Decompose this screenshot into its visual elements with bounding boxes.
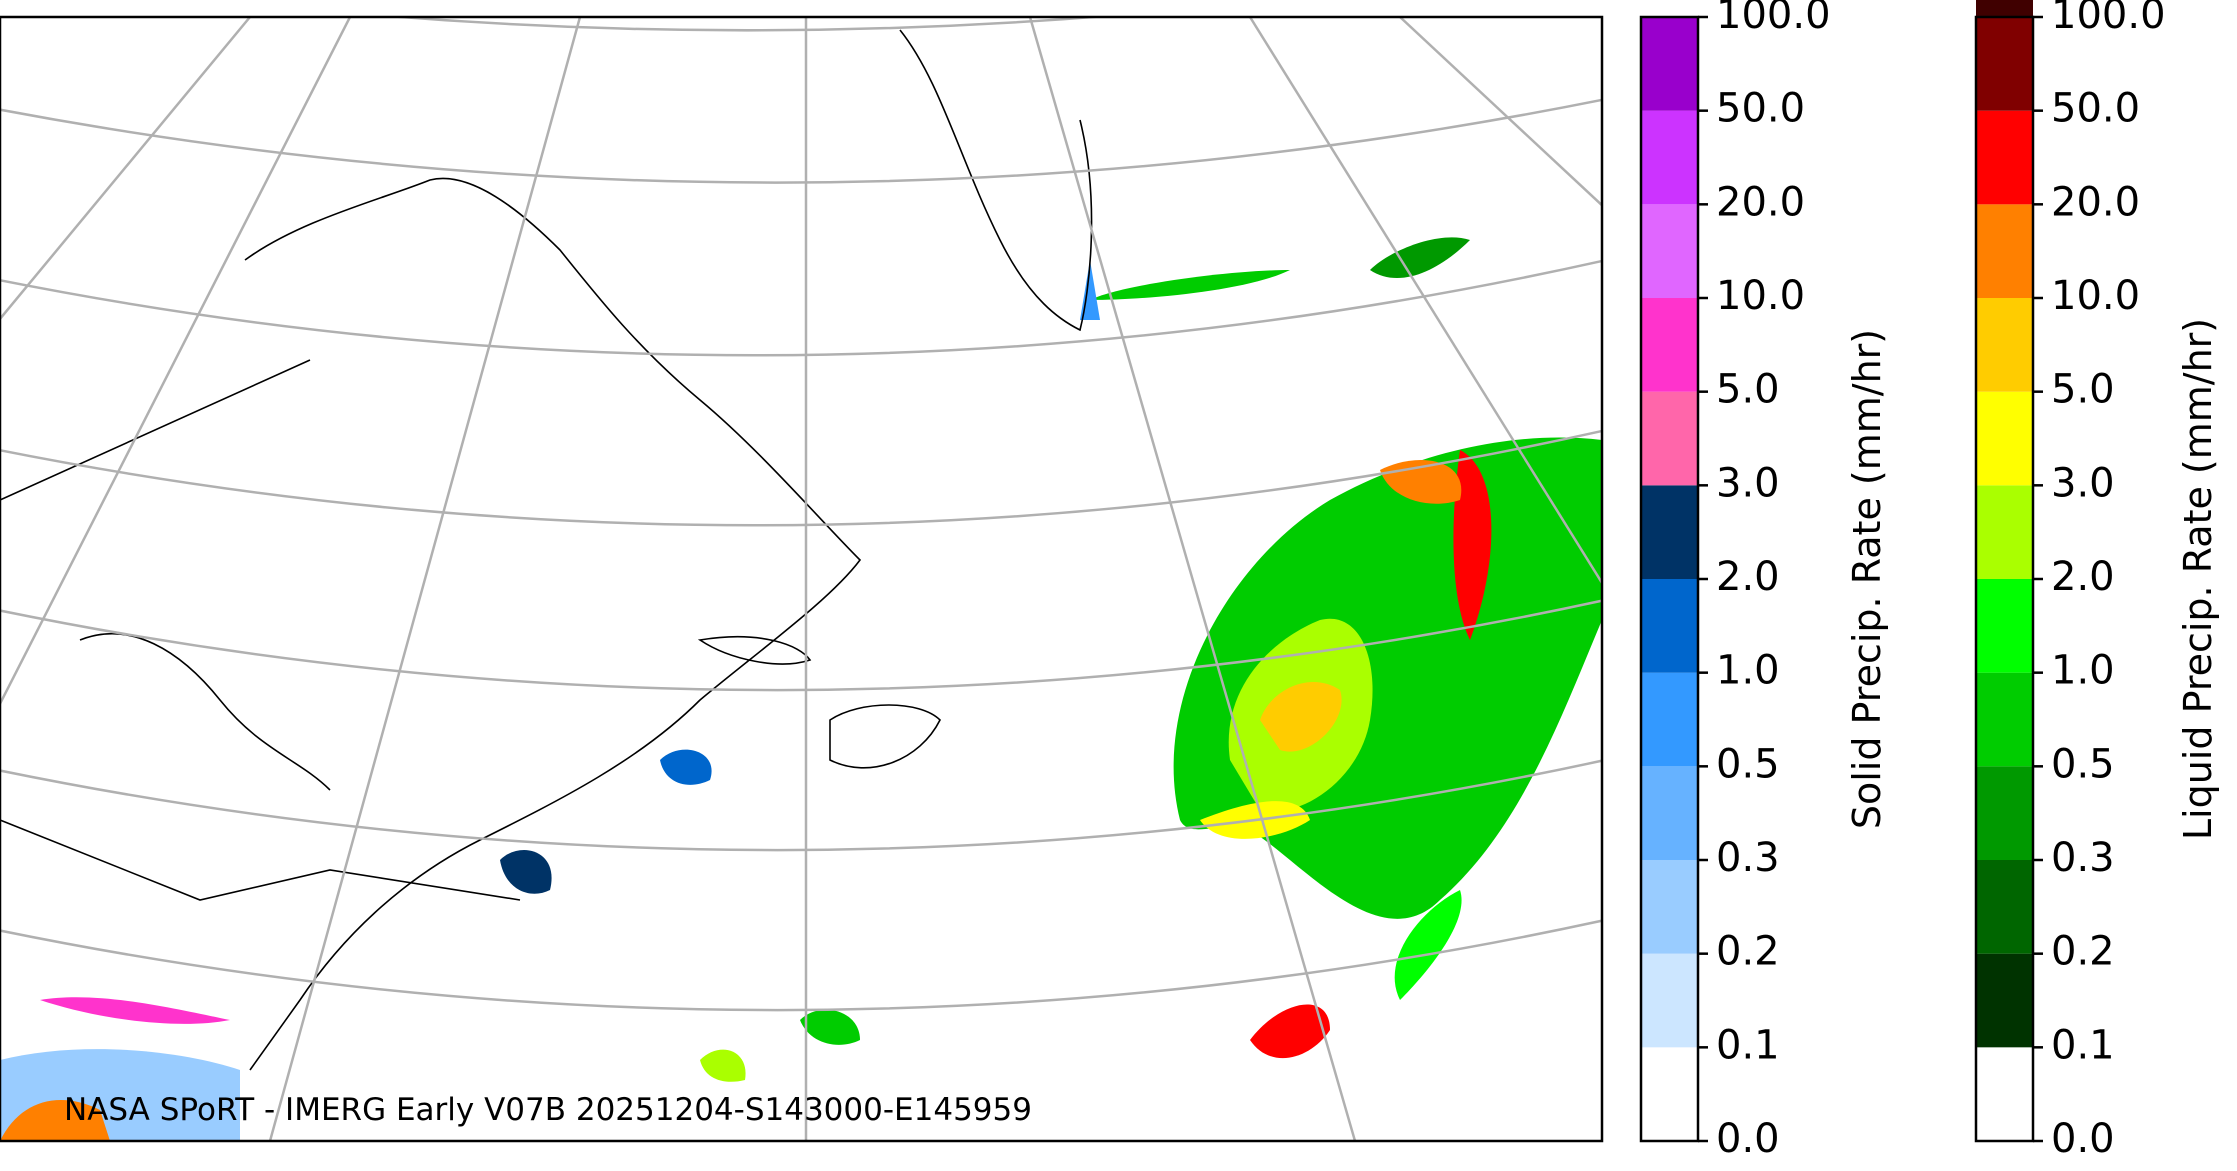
map (0, 17, 1602, 1141)
colorbar-segment (1976, 579, 2033, 673)
colorbar-tick-label: 0.1 (2051, 1022, 2115, 1068)
colorbar-tick-label: 0.0 (1716, 1116, 1780, 1162)
colorbar-tick-label: 5.0 (1716, 367, 1780, 413)
colorbar-tick-label: 0.5 (2051, 741, 2115, 787)
colorbar-segment (1976, 485, 2033, 579)
map-frame (0, 15, 1604, 1143)
colorbar-segment (1976, 0, 2033, 17)
colorbar-tick-label: 0.3 (1716, 835, 1780, 881)
colorbar-tick-label: 1.0 (2051, 648, 2115, 694)
colorbar-segment (1976, 17, 2033, 111)
colorbar-tick-label: 100.0 (1716, 0, 1831, 38)
colorbar-tick-label: 0.0 (2051, 1116, 2115, 1162)
colorbar-tick-label: 20.0 (2051, 179, 2140, 225)
colorbar-tick-label: 0.2 (2051, 929, 2115, 975)
colorbar-segment (1976, 766, 2033, 860)
colorbar-segment (1976, 1047, 2033, 1141)
colorbar-segment (1641, 204, 1698, 298)
colorbar-segment (1976, 391, 2033, 486)
colorbar-tick-label: 50.0 (1716, 86, 1805, 132)
colorbar-tick-label: 3.0 (1716, 460, 1780, 506)
colorbar-segment (1641, 860, 1698, 954)
colorbar-tick-label: 0.3 (2051, 835, 2115, 881)
colorbar-segment (1976, 860, 2033, 954)
colorbar-segment (1641, 766, 1698, 860)
colorbar-segment (1976, 110, 2033, 205)
colorbar-tick-label: 100.0 (2051, 0, 2166, 38)
colorbar-segment (1976, 953, 2033, 1048)
colorbar-tick-label: 1.0 (1716, 648, 1780, 694)
colorbar-segment (1641, 953, 1698, 1048)
colorbar-tick-label: 20.0 (1716, 179, 1805, 225)
colorbar-segment (1641, 391, 1698, 486)
colorbar-label: Liquid Precip. Rate (mm/hr) (2176, 318, 2220, 840)
colorbar-segment (1641, 17, 1698, 111)
colorbar-segment (1641, 579, 1698, 673)
colorbar-segment (1976, 204, 2033, 298)
colorbar-tick-label: 0.5 (1716, 741, 1780, 787)
colorbar-segment (1641, 298, 1698, 392)
colorbar-segment (1641, 110, 1698, 205)
colorbar-tick-label: 2.0 (2051, 554, 2115, 600)
colorbar-tick-label: 10.0 (1716, 273, 1805, 319)
colorbar-label: Solid Precip. Rate (mm/hr) (1845, 329, 1889, 829)
colorbar-tick-label: 50.0 (2051, 86, 2140, 132)
colorbar-segment (1641, 672, 1698, 767)
colorbar-tick-label: 10.0 (2051, 273, 2140, 319)
map-annotation: NASA SPoRT - IMERG Early V07B 20251204-S… (64, 1092, 1032, 1128)
colorbar-segment (1976, 672, 2033, 767)
colorbar-tick-label: 5.0 (2051, 367, 2115, 413)
colorbar-tick-label: 2.0 (1716, 554, 1780, 600)
colorbar-tick-label: 3.0 (2051, 460, 2115, 506)
graticule (0, 17, 1602, 1141)
precipitation (0, 237, 1602, 1141)
colorbar-segment (1641, 485, 1698, 579)
colorbar-segment (1641, 1047, 1698, 1141)
colorbar-segment (1976, 298, 2033, 392)
colorbar-tick-label: 0.1 (1716, 1022, 1780, 1068)
colorbar-tick-label: 0.2 (1716, 929, 1780, 975)
